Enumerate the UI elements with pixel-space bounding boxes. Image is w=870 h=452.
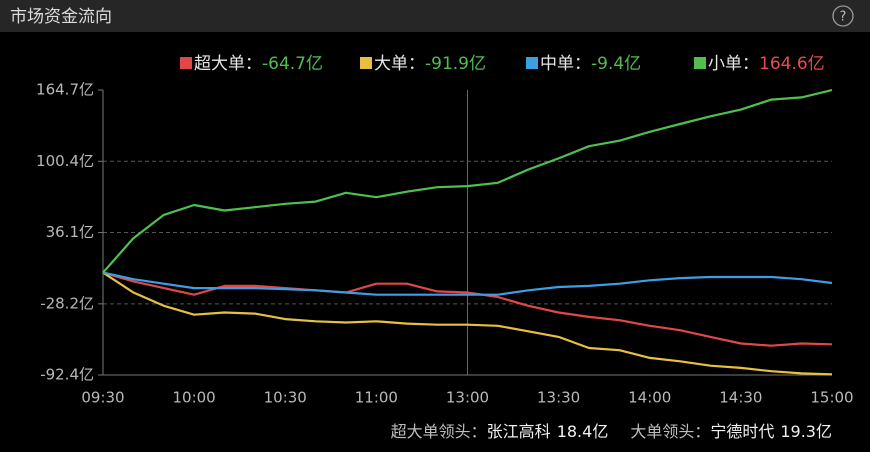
legend-name: 超大单 <box>194 54 245 74</box>
x-tick-label: 14:30 <box>719 389 762 407</box>
legend-separator: ： <box>245 54 262 74</box>
leader-amount: 18.4亿 <box>557 422 609 441</box>
legend-swatch <box>694 57 706 69</box>
flow-line <box>102 271 833 296</box>
legend-swatch <box>180 57 192 69</box>
leader-label: 超大单领头： <box>391 422 487 441</box>
y-tick-label: 100.4亿 <box>36 152 94 170</box>
legend-separator: ： <box>574 54 591 74</box>
x-tick-label: 14:00 <box>628 389 671 407</box>
x-tick-label: 13:30 <box>537 389 580 407</box>
header-bar <box>0 0 870 32</box>
leader-stock: 张江高科 <box>487 422 551 441</box>
legend-value: 164.6亿 <box>759 54 825 74</box>
x-tick-label: 10:30 <box>264 389 307 407</box>
x-tick-label: 10:00 <box>173 389 216 407</box>
x-tick-label: 11:00 <box>355 389 398 407</box>
leaders: 超大单领头：张江高科 18.4亿 大单领头：宁德时代 19.3亿 <box>391 422 832 441</box>
legend-item: 大单：-91.9亿 <box>374 54 486 74</box>
legend-value: -91.9亿 <box>425 54 486 74</box>
y-tick-label: 36.1亿 <box>46 223 94 241</box>
flow-line <box>102 271 833 347</box>
leader-label: 大单领头： <box>630 422 710 441</box>
x-tick-label: 09:30 <box>81 389 124 407</box>
y-tick-label: -92.4亿 <box>40 366 94 384</box>
x-tick-label: 15:00 <box>810 389 853 407</box>
help-button[interactable] <box>832 5 854 27</box>
legend-separator: ： <box>408 54 425 74</box>
flow-line <box>102 271 833 376</box>
legend-item: 小单：164.6亿 <box>708 54 825 74</box>
legend-value: -64.7亿 <box>262 54 323 74</box>
legend-item: 中单：-9.4亿 <box>540 54 641 74</box>
legend-name: 小单 <box>708 54 742 74</box>
legend-value: -9.4亿 <box>591 54 641 74</box>
leader-amount: 19.3亿 <box>780 422 832 441</box>
help-icon[interactable]: ? <box>840 10 847 25</box>
leader-stock: 宁德时代 <box>710 422 774 441</box>
panel-title: 市场资金流向 <box>10 7 112 27</box>
x-tick-label: 13:00 <box>446 389 489 407</box>
flow-line <box>102 89 833 274</box>
legend-name: 大单 <box>374 54 408 74</box>
legend-swatch <box>360 57 372 69</box>
y-tick-label: -28.2亿 <box>40 294 94 312</box>
legend-item: 超大单：-64.7亿 <box>194 54 323 74</box>
legend-separator: ： <box>742 54 759 74</box>
legend-name: 中单 <box>540 54 574 74</box>
y-tick-label: 164.7亿 <box>36 81 94 99</box>
legend-swatch <box>526 57 538 69</box>
